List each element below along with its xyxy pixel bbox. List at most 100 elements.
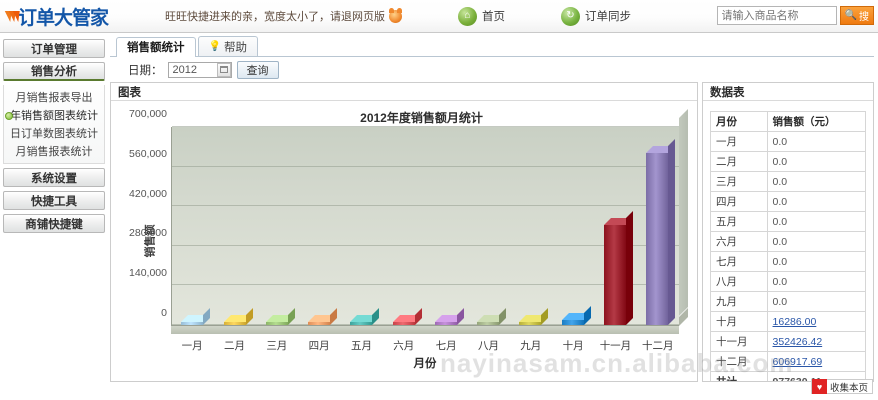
sidebar-group-order-management[interactable]: 订单管理 bbox=[3, 39, 105, 58]
chart-x-tick-label: 七月 bbox=[435, 340, 457, 352]
year-input[interactable] bbox=[167, 61, 232, 78]
chart-y-tick-label: 280,000 bbox=[129, 227, 167, 240]
sidebar-item-yearly-sales-chart[interactable]: 年销售额图表统计 bbox=[4, 106, 104, 124]
chart-bar-slot bbox=[426, 127, 468, 325]
data-table-panel: 数据表 月份 销售额（元） 一月 0.0 二月 0.0 三月 0.0 四月 0.0 五月 0.0 六… bbox=[702, 82, 874, 382]
chart-bar-face bbox=[392, 307, 422, 325]
amount-link[interactable]: 606917.69 bbox=[772, 355, 823, 368]
chart-bar-face bbox=[181, 307, 211, 325]
table-row: 六月 0.0 bbox=[710, 231, 867, 252]
table-total-row: 共计977630.11 bbox=[710, 371, 867, 381]
chart-bar-face bbox=[646, 139, 675, 325]
chart-bar-side bbox=[330, 307, 337, 325]
chart-panel-title: 图表 bbox=[111, 83, 697, 101]
calendar-icon[interactable] bbox=[216, 62, 231, 77]
table-body: 一月 0.0 二月 0.0 三月 0.0 四月 0.0 五月 0.0 六月 0.0 七月 0.0 八月 0.0… bbox=[710, 131, 867, 381]
chart-bar[interactable] bbox=[350, 307, 380, 325]
cell-month: 六月 bbox=[710, 231, 768, 252]
data-table-panel-title: 数据表 bbox=[703, 83, 873, 101]
nav-item-order-sync[interactable]: ↻ 订单同步 bbox=[561, 6, 631, 26]
tab-help[interactable]: 💡 帮助 bbox=[197, 36, 258, 56]
chart-bar[interactable] bbox=[477, 307, 506, 325]
cell-amount: 0.0 bbox=[766, 271, 867, 292]
cell-amount: 0.0 bbox=[766, 291, 867, 312]
sidebar-item-yearly-sales-chart-label: 年销售额图表统计 bbox=[10, 110, 98, 122]
cell-amount: 0.0 bbox=[766, 151, 867, 172]
sidebar-group-quick-tools[interactable]: 快捷工具 bbox=[3, 191, 105, 210]
header-notice-text: 旺旺快捷进来的亲，宽度太小了，请退网页版 bbox=[165, 11, 385, 23]
chart-x-tick-label: 十月 bbox=[562, 340, 584, 352]
app-logo[interactable]: 订单大管家 bbox=[0, 3, 160, 30]
query-button[interactable]: 查询 bbox=[236, 60, 279, 79]
search-button-label: 搜 bbox=[859, 12, 869, 23]
cell-month: 五月 bbox=[710, 211, 768, 232]
amount-link[interactable]: 352426.42 bbox=[772, 335, 823, 348]
data-table-wrapper: 月份 销售额（元） 一月 0.0 二月 0.0 三月 0.0 四月 0.0 五月 0.0 六月 0.0… bbox=[703, 101, 873, 381]
nav-item-home-label: 首页 bbox=[482, 11, 505, 23]
cell-amount[interactable]: 606917.69 bbox=[766, 351, 867, 372]
orange-chevrons-icon bbox=[3, 10, 20, 22]
home-icon: ⌂ bbox=[458, 6, 477, 26]
chart-bar-slot bbox=[510, 127, 552, 325]
tab-strip: 销售额统计 💡 帮助 bbox=[110, 36, 874, 57]
cell-amount: 0.0 bbox=[766, 251, 867, 272]
search-button[interactable]: 🔍 搜 bbox=[839, 6, 874, 25]
chart-bar[interactable] bbox=[603, 211, 633, 325]
chart-bar-slot bbox=[214, 127, 256, 325]
tab-sales-statistics[interactable]: 销售额统计 bbox=[116, 37, 196, 57]
chart-x-tick-label: 四月 bbox=[308, 340, 330, 352]
chart-x-tick-label: 三月 bbox=[266, 340, 288, 352]
chart-x-axis-title: 月份 bbox=[413, 358, 437, 370]
amount-link[interactable]: 16286.00 bbox=[772, 315, 817, 328]
column-header-month: 月份 bbox=[710, 111, 768, 132]
sidebar-item-monthly-report-label: 月销售报表统计 bbox=[15, 146, 93, 158]
sidebar-group-shop-shortcuts[interactable]: 商铺快捷键 bbox=[3, 214, 105, 233]
chart-bar-slot bbox=[383, 127, 425, 325]
chart-bar[interactable] bbox=[434, 307, 464, 325]
chart-bar-face bbox=[434, 307, 464, 325]
sidebar-group-system-settings[interactable]: 系统设置 bbox=[3, 168, 105, 187]
chart-bar-face bbox=[223, 307, 253, 325]
chart-bar[interactable] bbox=[223, 307, 253, 325]
sidebar-item-monthly-report[interactable]: 月销售报表统计 bbox=[4, 142, 104, 160]
chart-bar-side bbox=[245, 307, 253, 325]
sidebar-group-sales-analysis[interactable]: 销售分析 bbox=[3, 62, 105, 81]
chart-x-tick-label: 十二月 bbox=[642, 340, 674, 352]
date-filter-label: 日期： bbox=[128, 64, 163, 77]
chart-x-tick-label: 八月 bbox=[477, 340, 499, 352]
gridline: 280,000 bbox=[129, 227, 679, 246]
chart-x-tick-label: 六月 bbox=[393, 340, 415, 352]
chart-x-tick-label: 十一月 bbox=[599, 340, 632, 352]
nav-item-home[interactable]: ⌂ 首页 bbox=[458, 6, 505, 26]
chart-bar[interactable] bbox=[308, 307, 337, 325]
chart-bar-slot bbox=[552, 127, 594, 325]
header-notice: 旺旺快捷进来的亲，宽度太小了，请退网页版 bbox=[165, 7, 402, 24]
chart-y-tick-label: 140,000 bbox=[129, 267, 167, 280]
wangwang-icon bbox=[389, 7, 402, 23]
chart-x-tick-label: 五月 bbox=[350, 340, 372, 352]
search-input[interactable] bbox=[716, 6, 837, 25]
chart-bar[interactable] bbox=[265, 307, 295, 325]
chart-bar-side bbox=[625, 211, 633, 325]
chart-bar[interactable] bbox=[646, 139, 675, 325]
cell-amount[interactable]: 352426.42 bbox=[766, 331, 867, 352]
collect-page-badge[interactable]: ♥ 收集本页 bbox=[810, 379, 873, 394]
table-row: 十二月 606917.69 bbox=[710, 351, 867, 372]
chart-bar[interactable] bbox=[519, 307, 549, 325]
cell-amount[interactable]: 16286.00 bbox=[766, 311, 867, 332]
cell-total-value: 977630.11 bbox=[766, 371, 867, 381]
sidebar-group-shop-shortcuts-label: 商铺快捷键 bbox=[25, 218, 83, 231]
table-row: 二月 0.0 bbox=[710, 151, 867, 172]
gridline: 700,000 bbox=[129, 108, 679, 127]
table-header-row: 月份 销售额（元） bbox=[710, 111, 867, 132]
sidebar-item-monthly-export-label: 月销售报表导出 bbox=[15, 92, 93, 104]
chart-canvas: 2012年度销售额月统计 销售额 0 140,000 280,000 420,000 5… bbox=[111, 101, 697, 381]
sidebar-item-daily-order-chart[interactable]: 日订单数图表统计 bbox=[4, 124, 104, 142]
sidebar-item-monthly-export[interactable]: 月销售报表导出 bbox=[4, 88, 104, 106]
chart-bar[interactable] bbox=[561, 306, 591, 325]
tab-sales-statistics-label: 销售额统计 bbox=[127, 42, 185, 54]
chart-bar[interactable] bbox=[181, 307, 211, 325]
chart-bar-side bbox=[203, 307, 211, 325]
chart-bar-side bbox=[456, 307, 464, 325]
chart-bar[interactable] bbox=[392, 307, 422, 325]
